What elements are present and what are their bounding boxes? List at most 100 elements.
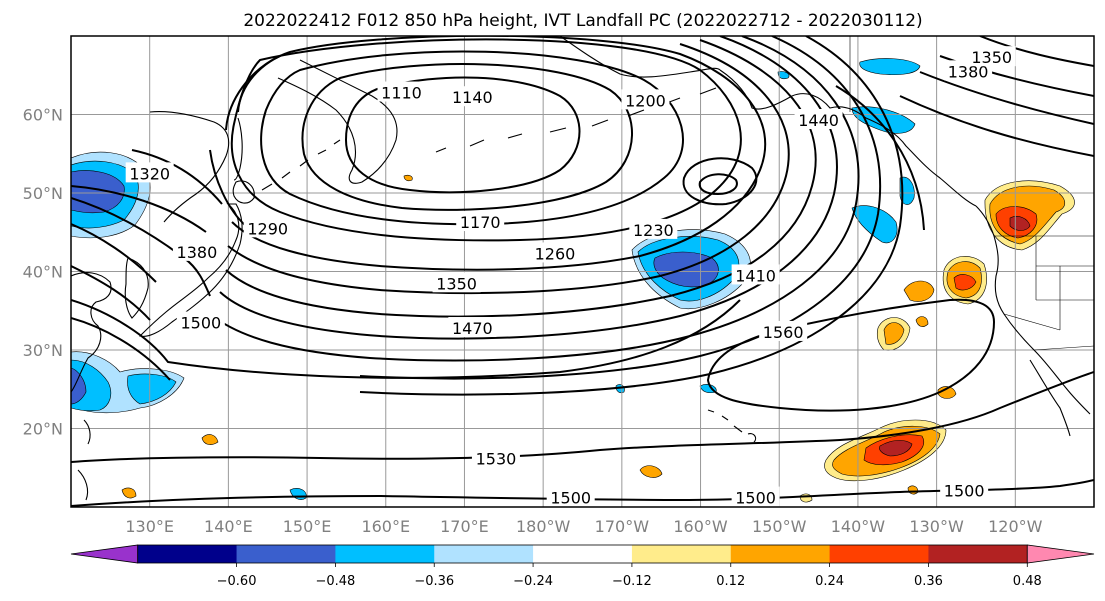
- colorbar-extend-max: [1026, 544, 1095, 564]
- contour-1530: [71, 371, 1094, 463]
- lat-label: 60°N: [23, 106, 63, 125]
- contour-label-background: [759, 320, 808, 341]
- ivt-positive-speck-4: [403, 174, 413, 182]
- lat-label: 40°N: [23, 263, 63, 282]
- coastline-asia: [71, 272, 112, 393]
- coastline-russia-fareast: [149, 111, 230, 223]
- colorbar-tick-label: −0.48: [315, 574, 355, 589]
- lon-label: 160°W: [673, 517, 728, 536]
- lon-label: 140°W: [831, 517, 886, 536]
- contour-1260: [225, 43, 790, 295]
- colorbar-segment: [730, 545, 831, 563]
- colorbar-tick-label: 0.24: [815, 574, 844, 589]
- lon-label: 170°W: [595, 517, 650, 536]
- contour-label-background: [530, 242, 579, 263]
- border-us-states: [1003, 236, 1094, 331]
- contour-label: 1500: [180, 314, 221, 333]
- coastline-alaska-north: [559, 36, 721, 78]
- contour-label-background: [243, 217, 292, 238]
- lat-label: 50°N: [23, 184, 63, 203]
- colorbar-tick-label: 0.12: [716, 574, 745, 589]
- contour-label: 1260: [535, 244, 576, 263]
- ivt-positive-patch-1: [903, 280, 935, 302]
- coastline-aleutians: [435, 87, 717, 153]
- contour-1170: [260, 50, 684, 226]
- coastline-sakhalin: [233, 117, 243, 181]
- contour-1410: [71, 36, 904, 396]
- ivt-negative-patch-alaska-1: [859, 58, 921, 76]
- contour-label-background: [621, 89, 670, 110]
- ivt-positive-speck-3: [121, 487, 137, 499]
- lon-label: 170°E: [440, 517, 489, 536]
- contour-1500-north: [71, 317, 171, 381]
- lat-label: 30°N: [23, 341, 63, 360]
- colorbar-extend-min: [70, 544, 139, 564]
- contour-label-background: [731, 264, 780, 285]
- contour-label: 1170: [460, 213, 501, 232]
- colorbar-segment: [434, 545, 534, 563]
- contour-1440: [71, 85, 925, 321]
- contour-label-background: [377, 81, 426, 102]
- contour-label-background: [125, 162, 174, 183]
- coastline-hokkaido: [232, 180, 255, 204]
- contour-label-background: [967, 46, 1016, 67]
- lon-label: 180°W: [516, 517, 571, 536]
- contour-label: 1200: [625, 91, 666, 110]
- contour-label-background: [940, 479, 989, 500]
- ivt-positive-patch-3: [915, 316, 929, 327]
- contour-1140: [301, 63, 633, 211]
- contour-label-background: [448, 86, 497, 107]
- lon-label: 120°W: [988, 517, 1043, 536]
- contour-label: 1440: [798, 111, 839, 130]
- contour-label: 1290: [247, 219, 288, 238]
- longitude-labels: 130°E 140°E 150°E 160°E 170°E 180°W 170°W 160°W…: [125, 517, 1042, 536]
- contour-label: 1530: [476, 449, 517, 468]
- coastline-hawaii: [707, 409, 757, 443]
- contour-label: 1110: [381, 84, 422, 103]
- colorbar-segment: [335, 545, 435, 563]
- contour-label: 1380: [177, 243, 218, 262]
- latitude-labels: 60°N 50°N 40°N 30°N 20°N: [23, 106, 63, 439]
- coastline-kamchatka: [277, 59, 398, 184]
- contour-1470: [71, 299, 741, 379]
- contour-label-background: [629, 218, 678, 239]
- ivt-negative-patch-gulf: [851, 205, 898, 244]
- contour-label: 1500: [550, 489, 591, 508]
- lon-label: 130°E: [125, 517, 174, 536]
- contour-label: 1320: [129, 164, 170, 183]
- contour-1110: [344, 76, 581, 194]
- colorbar-segment: [236, 545, 336, 563]
- ivt-positive-patch-2b: [883, 322, 905, 345]
- contour-label-background: [172, 240, 221, 261]
- colorbar-tick-label: −0.12: [612, 574, 652, 589]
- coastline-baja: [1029, 359, 1071, 437]
- contour-label-background: [546, 486, 595, 507]
- lon-label: 130°W: [909, 517, 964, 536]
- colorbar-tick-label: −0.36: [414, 574, 454, 589]
- lon-label: 160°E: [361, 517, 410, 536]
- colorbar-segment: [829, 545, 929, 563]
- contour-secondary-low-inner: [698, 173, 738, 196]
- colorbar-segment: [631, 545, 732, 563]
- contour-label-background: [471, 447, 520, 468]
- contour-1500-south: [71, 479, 1094, 507]
- contour-label-background: [794, 108, 843, 129]
- ivt-positive-patch-4: [937, 386, 957, 399]
- contour-label-background: [456, 211, 505, 232]
- border-us-mexico: [1033, 345, 1094, 351]
- contour-label: 1380: [948, 62, 989, 81]
- coastline-philippines: [77, 469, 89, 501]
- ivt-positive-speck-2: [201, 434, 219, 445]
- ivt-negative-peak-southwest: [71, 367, 87, 405]
- contour-label: 1410: [735, 266, 776, 285]
- ivt-positive-peak-offshore: [953, 274, 977, 291]
- borders: [849, 36, 1094, 351]
- lon-label: 140°E: [204, 517, 253, 536]
- coastline-taiwan: [83, 419, 91, 445]
- contour-label-background: [448, 317, 497, 338]
- colorbar-segment: [928, 545, 1028, 563]
- ivt-positive-peak-south: [879, 440, 913, 457]
